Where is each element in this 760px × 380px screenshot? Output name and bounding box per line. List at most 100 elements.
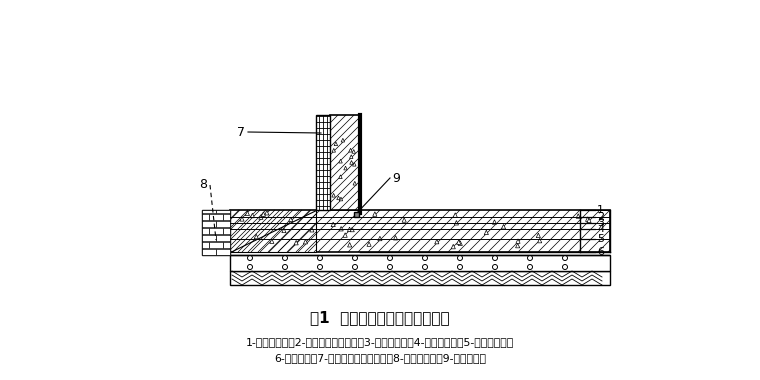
Bar (230, 271, 610, 285)
Text: 图1  地下室聚氨酯涂膜防水构造: 图1 地下室聚氨酯涂膜防水构造 (310, 310, 450, 326)
Polygon shape (240, 217, 244, 221)
Text: 6-素土夯实；7-挤塑聚苯乙烯泡沫板；8-砖砌模板墙；9-钢板止水带: 6-素土夯实；7-挤塑聚苯乙烯泡沫板；8-砖砌模板墙；9-钢板止水带 (274, 353, 486, 363)
Circle shape (248, 255, 252, 261)
Bar (223, 242, 230, 248)
Bar (202, 210, 230, 255)
Polygon shape (250, 213, 255, 218)
Circle shape (283, 264, 287, 269)
Bar (209, 214, 223, 220)
Polygon shape (259, 215, 263, 219)
Polygon shape (435, 239, 439, 244)
Bar (202, 234, 216, 241)
Polygon shape (334, 142, 337, 146)
Polygon shape (339, 175, 342, 179)
Text: 6: 6 (597, 247, 604, 257)
Polygon shape (353, 162, 356, 166)
Circle shape (388, 264, 392, 269)
Polygon shape (587, 218, 591, 223)
Bar (223, 214, 230, 220)
Polygon shape (484, 230, 489, 235)
Polygon shape (294, 241, 298, 245)
Polygon shape (341, 138, 344, 142)
Circle shape (318, 264, 322, 269)
Text: 1-混凝土底板；2-细石混凝土保护层；3-涂膜防水层；4-砂浆找平层；5-混凝土垫层；: 1-混凝土底板；2-细石混凝土保护层；3-涂膜防水层；4-砂浆找平层；5-混凝土… (246, 337, 514, 347)
Polygon shape (515, 243, 520, 248)
Bar (216, 249, 230, 255)
Text: 5: 5 (597, 234, 604, 244)
Polygon shape (350, 155, 353, 158)
Circle shape (423, 255, 427, 261)
Polygon shape (339, 226, 344, 231)
Polygon shape (339, 159, 342, 163)
Circle shape (283, 255, 287, 261)
Polygon shape (367, 242, 371, 246)
Bar (202, 249, 216, 255)
Circle shape (353, 264, 357, 269)
Polygon shape (347, 227, 352, 231)
Circle shape (388, 255, 392, 261)
Polygon shape (353, 181, 356, 185)
Polygon shape (347, 242, 352, 247)
Polygon shape (337, 196, 340, 200)
Polygon shape (289, 217, 293, 222)
Polygon shape (332, 149, 335, 152)
Polygon shape (261, 212, 265, 216)
Polygon shape (502, 225, 505, 229)
Bar (316, 115, 330, 210)
Circle shape (492, 264, 498, 269)
Polygon shape (454, 220, 458, 225)
Bar (230, 255, 610, 271)
Polygon shape (516, 239, 520, 243)
Polygon shape (332, 193, 335, 197)
Polygon shape (270, 239, 274, 244)
Polygon shape (394, 236, 397, 240)
Bar (209, 242, 223, 248)
Polygon shape (350, 160, 353, 164)
Text: 1: 1 (597, 205, 604, 215)
Polygon shape (310, 228, 314, 232)
Text: 4: 4 (597, 224, 604, 234)
Polygon shape (349, 148, 353, 152)
Polygon shape (352, 149, 356, 153)
Polygon shape (331, 222, 335, 226)
Polygon shape (453, 213, 458, 217)
Polygon shape (492, 220, 496, 224)
Bar (202, 210, 216, 213)
Polygon shape (451, 244, 455, 249)
Polygon shape (378, 236, 382, 241)
Polygon shape (339, 197, 343, 201)
Bar (202, 220, 216, 227)
Text: 7: 7 (237, 125, 245, 138)
Circle shape (458, 255, 463, 261)
Circle shape (458, 264, 463, 269)
Bar (216, 234, 230, 241)
Circle shape (353, 255, 357, 261)
Polygon shape (458, 241, 462, 245)
Circle shape (562, 264, 568, 269)
Polygon shape (344, 166, 347, 170)
Circle shape (527, 264, 533, 269)
Bar (209, 228, 223, 234)
Bar (230, 210, 610, 252)
Polygon shape (576, 214, 581, 218)
Bar (353, 212, 359, 217)
Bar (216, 220, 230, 227)
Polygon shape (282, 228, 286, 233)
Polygon shape (254, 234, 258, 239)
Circle shape (527, 255, 533, 261)
Polygon shape (402, 218, 407, 222)
Bar (202, 242, 209, 248)
Circle shape (248, 264, 252, 269)
Polygon shape (264, 211, 269, 215)
Bar (216, 210, 230, 213)
Bar (202, 228, 209, 234)
Bar (330, 115, 360, 210)
Bar (223, 228, 230, 234)
Polygon shape (245, 211, 249, 215)
Polygon shape (457, 240, 461, 244)
Circle shape (423, 264, 427, 269)
Text: 2: 2 (597, 212, 604, 222)
Text: 9: 9 (392, 171, 400, 185)
Polygon shape (537, 238, 542, 243)
Polygon shape (537, 233, 540, 238)
